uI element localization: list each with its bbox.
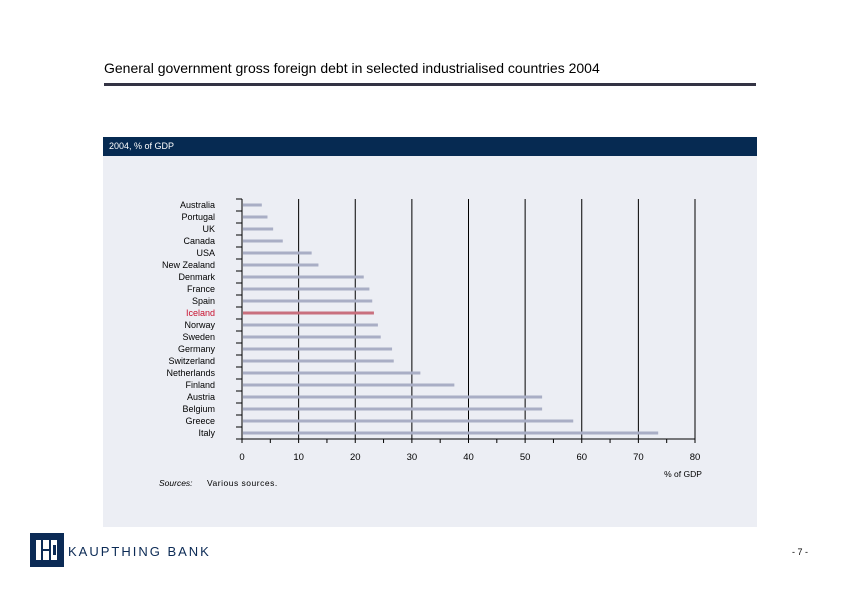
category-label: Greece bbox=[185, 416, 215, 426]
brand-name: KAUPTHING BANK bbox=[68, 544, 211, 559]
chart-panel: 2004, % of GDP Australia Portugal UK Canada… bbox=[103, 137, 757, 527]
x-tick-label: 50 bbox=[520, 452, 531, 463]
chart-panel-header: 2004, % of GDP bbox=[103, 137, 757, 156]
category-label: New Zealand bbox=[162, 260, 215, 270]
bar bbox=[243, 323, 378, 327]
category-label: Australia bbox=[180, 200, 215, 210]
category-label: Denmark bbox=[178, 272, 215, 282]
kaupthing-logo-icon bbox=[30, 533, 64, 567]
category-label: Germany bbox=[178, 344, 216, 354]
x-tick-label: 70 bbox=[633, 452, 644, 463]
bar bbox=[243, 287, 370, 291]
bar bbox=[243, 407, 543, 411]
x-tick-label: 60 bbox=[576, 452, 587, 463]
category-label: France bbox=[187, 284, 215, 294]
bar bbox=[243, 227, 274, 231]
category-label: Switzerland bbox=[168, 356, 215, 366]
bar bbox=[243, 239, 283, 243]
category-label: Portugal bbox=[181, 212, 215, 222]
x-tick-label: 40 bbox=[463, 452, 474, 463]
bar bbox=[243, 203, 262, 207]
bar bbox=[243, 299, 373, 303]
bar bbox=[243, 263, 319, 267]
bar bbox=[243, 251, 312, 255]
category-label: Finland bbox=[185, 380, 215, 390]
bar bbox=[243, 275, 364, 279]
x-tick-label: 0 bbox=[239, 452, 244, 463]
x-tick-label: 30 bbox=[407, 452, 418, 463]
x-tick-label: 10 bbox=[293, 452, 304, 463]
category-label: Sweden bbox=[182, 332, 215, 342]
bar bbox=[243, 431, 659, 435]
page-number: - 7 - bbox=[792, 547, 809, 557]
category-label: Iceland bbox=[186, 308, 215, 318]
bar bbox=[243, 419, 574, 423]
category-label: Belgium bbox=[182, 404, 215, 414]
bar bbox=[243, 359, 394, 363]
sources-text: Various sources. bbox=[207, 478, 278, 488]
category-label: Austria bbox=[187, 392, 215, 402]
bar bbox=[243, 311, 374, 315]
x-axis-label: % of GDP bbox=[664, 469, 702, 479]
category-label: USA bbox=[196, 248, 215, 258]
bar bbox=[243, 335, 381, 339]
category-label: Italy bbox=[198, 428, 215, 438]
bar bbox=[243, 383, 455, 387]
bar bbox=[243, 215, 268, 219]
category-label: Canada bbox=[183, 236, 215, 246]
bar-chart: Australia Portugal UK Canada USA New Zealand D… bbox=[162, 198, 702, 479]
bar bbox=[243, 395, 543, 399]
sources-label: Sources: bbox=[159, 478, 193, 488]
bar bbox=[243, 347, 393, 351]
x-tick-label: 80 bbox=[690, 452, 701, 463]
category-label: UK bbox=[202, 224, 215, 234]
category-label: Norway bbox=[184, 320, 215, 330]
bar bbox=[243, 371, 421, 375]
title-divider bbox=[104, 83, 756, 86]
category-label: Spain bbox=[192, 296, 215, 306]
x-tick-label: 20 bbox=[350, 452, 361, 463]
category-label: Netherlands bbox=[166, 368, 215, 378]
page-title: General government gross foreign debt in… bbox=[104, 60, 600, 76]
